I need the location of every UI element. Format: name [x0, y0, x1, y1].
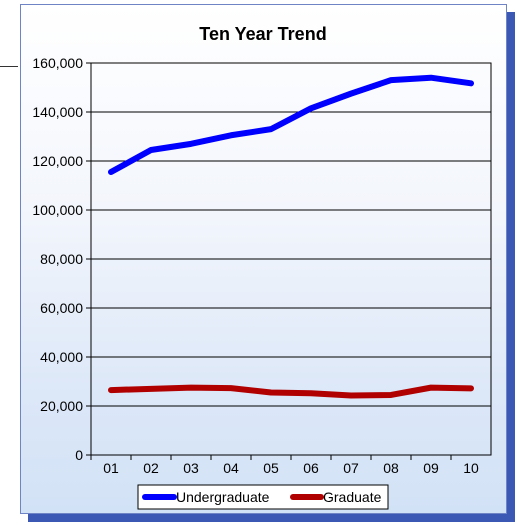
external-connector-line: [0, 66, 18, 67]
y-tick-label: 80,000: [40, 251, 83, 267]
legend-label-graduate: Graduate: [323, 489, 382, 505]
x-tick-label: 03: [183, 460, 199, 476]
legend-label-undergraduate: Undergraduate: [176, 489, 270, 505]
y-tick-label: 60,000: [40, 300, 83, 316]
y-tick-label: 100,000: [32, 202, 83, 218]
x-tick-label: 01: [103, 460, 119, 476]
y-tick-label: 40,000: [40, 349, 83, 365]
x-tick-label: 07: [343, 460, 359, 476]
x-tick-label: 08: [383, 460, 399, 476]
y-tick-label: 120,000: [32, 153, 83, 169]
chart-title: Ten Year Trend: [199, 24, 326, 44]
chart-svg: Ten Year Trend 0 20,000 40,000 60,000 80,000…: [32, 24, 492, 510]
y-tick-label: 140,000: [32, 104, 83, 120]
x-tick-label: 06: [303, 460, 319, 476]
series-lines: [108, 74, 474, 399]
x-tick-label: 04: [223, 460, 239, 476]
legend: Undergraduate Graduate: [137, 484, 389, 510]
x-tick-label: 05: [263, 460, 279, 476]
y-tick-label: 160,000: [32, 55, 83, 71]
y-tick-label: 0: [75, 447, 83, 463]
x-tick-label: 02: [143, 460, 159, 476]
x-tick-label: 10: [463, 460, 479, 476]
y-axis-ticks: 0 20,000 40,000 60,000 80,000 100,000 120,000 1…: [32, 55, 91, 463]
y-tick-label: 20,000: [40, 398, 83, 414]
legend-box: [137, 484, 389, 510]
series-line-undergraduate: [108, 74, 474, 176]
series-line-graduate: [108, 384, 474, 399]
x-axis-ticks: 01 02 03 04 05 06 07 08 09 10: [90, 455, 479, 476]
x-tick-label: 09: [423, 460, 439, 476]
chart-frame: Ten Year Trend 0 20,000 40,000 60,000 80,000…: [20, 4, 507, 514]
